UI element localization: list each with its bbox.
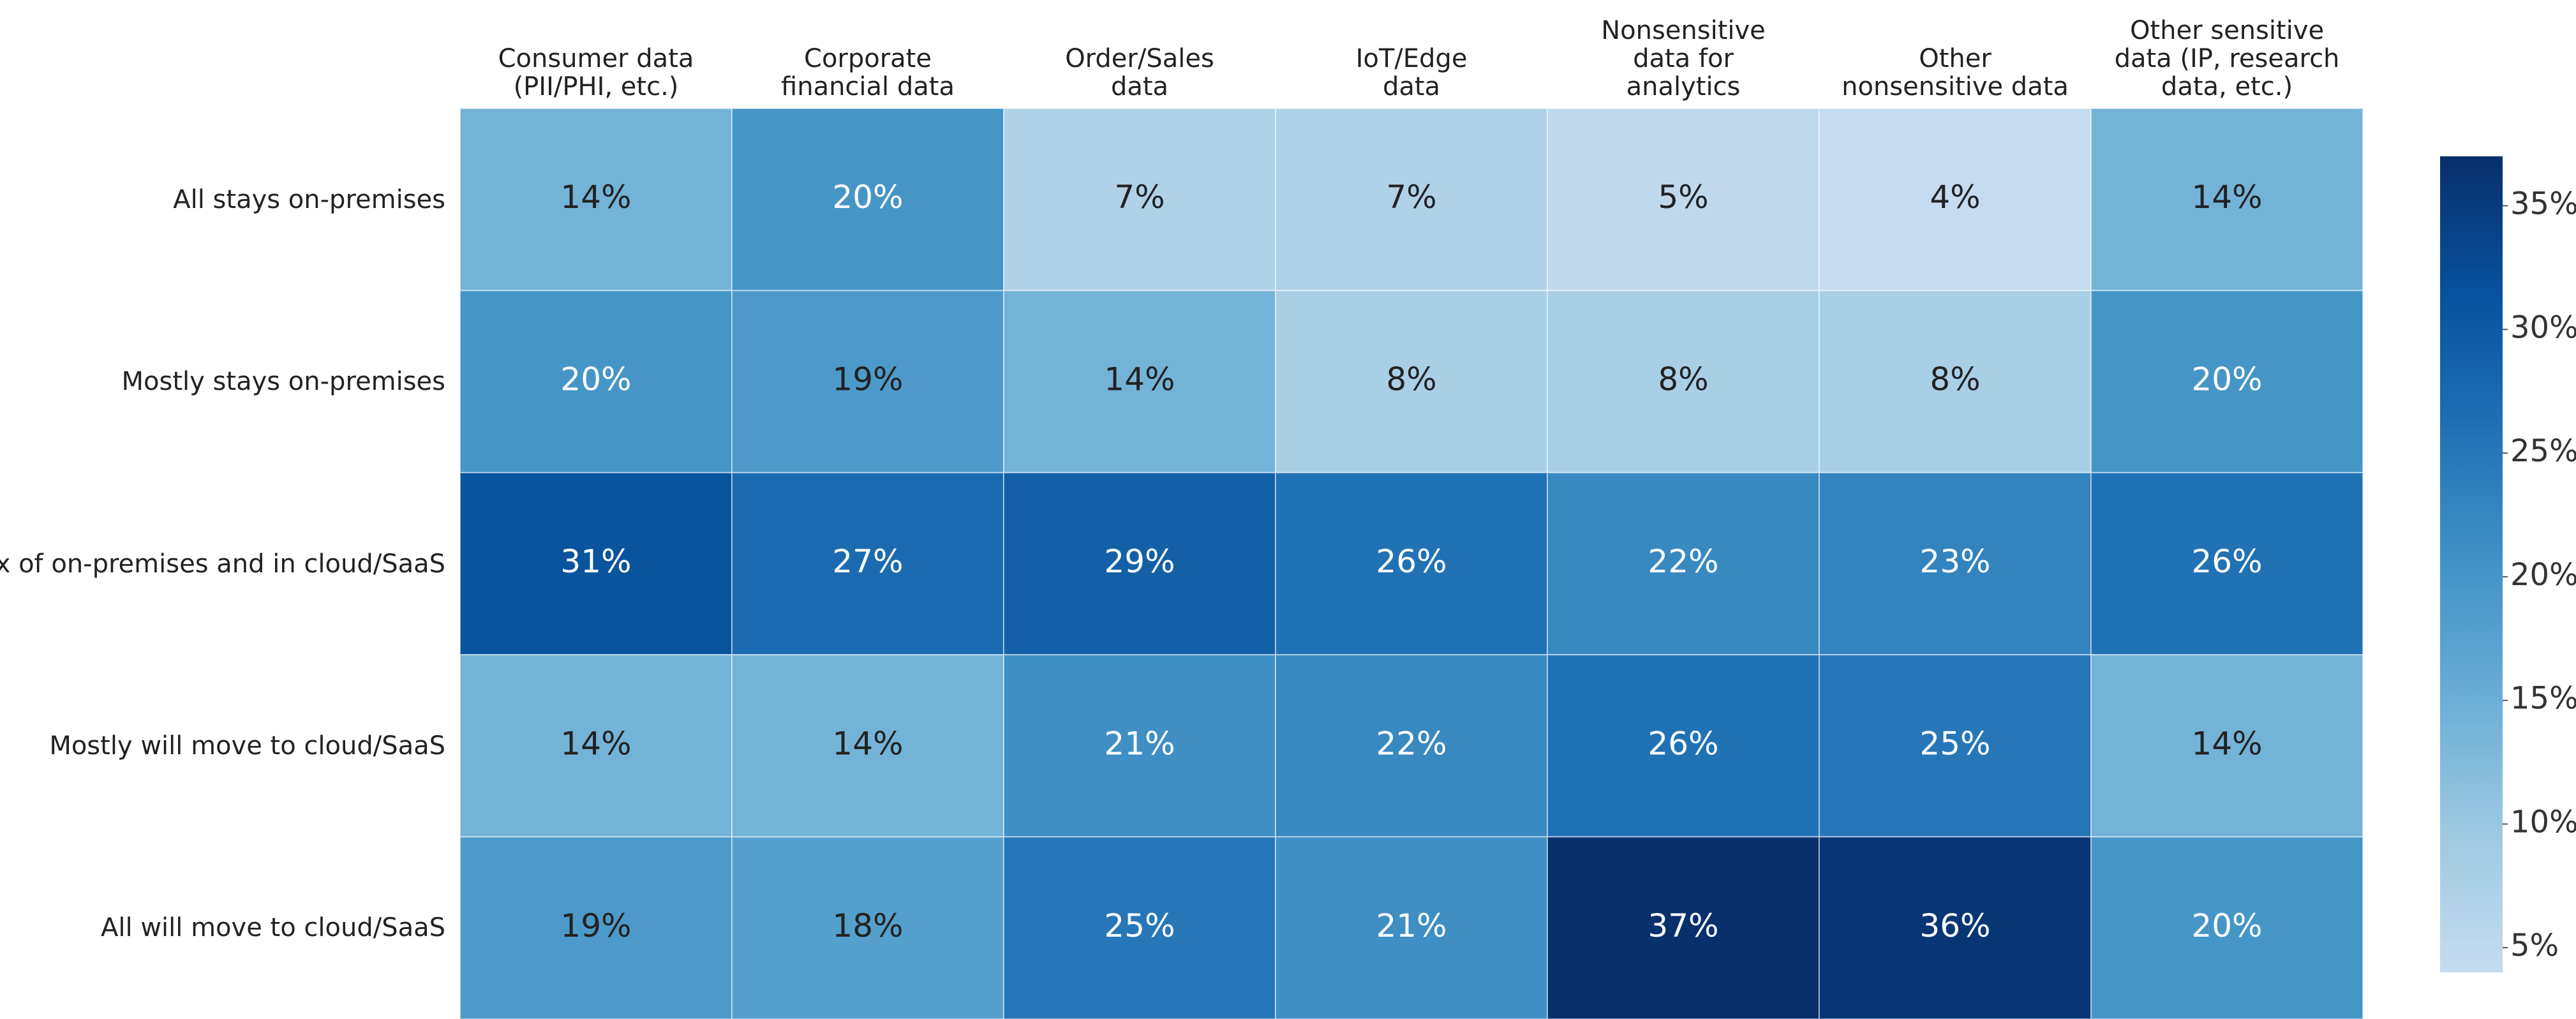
heatmap-cell: [2090, 836, 2364, 1019]
heatmap-cell: [1547, 108, 1820, 292]
cell-value-label: 4%: [1930, 179, 1980, 216]
cell-value-label: 14%: [1104, 361, 1175, 398]
colorbar-tick-label: 5%: [2510, 928, 2559, 963]
heatmap-cell: [459, 654, 733, 838]
heatmap-cell: [1275, 472, 1548, 656]
cell-value-label: 29%: [1104, 543, 1175, 580]
heatmap-cell: [731, 654, 1004, 838]
heatmap-cell: [1547, 290, 1820, 473]
heatmap-cell: [459, 290, 733, 473]
colorbar-tick-label: 35%: [2510, 186, 2576, 222]
cell-value-label: 14%: [560, 179, 631, 216]
row-label: Mix of on-premises and in cloud/SaaS: [0, 549, 445, 579]
cell-value-label: 7%: [1114, 179, 1165, 216]
heatmap-cell: [2090, 108, 2364, 292]
cell-value-label: 26%: [1648, 725, 1718, 762]
heatmap-cell: [1547, 654, 1820, 838]
heatmap-cell: [1275, 654, 1548, 838]
heatmap-cell: [459, 108, 733, 292]
colorbar-tick-label: 20%: [2510, 557, 2576, 593]
column-label: Corporate financial data: [781, 44, 955, 101]
cell-value-label: 8%: [1386, 361, 1436, 398]
cell-value-label: 36%: [1919, 907, 1990, 944]
cell-value-label: 22%: [1376, 725, 1447, 762]
cell-value-label: 37%: [1648, 907, 1718, 944]
heatmap-cell: [2090, 290, 2364, 473]
cell-value-label: 25%: [1919, 725, 1990, 762]
row-label: Mostly stays on-premises: [121, 367, 445, 397]
cell-value-label: 21%: [1104, 725, 1175, 762]
row-label: Mostly will move to cloud/SaaS: [49, 731, 445, 761]
colorbar: [2440, 156, 2503, 972]
cell-value-label: 26%: [2191, 543, 2262, 580]
cell-value-label: 19%: [832, 361, 903, 398]
column-label: Other sensitive data (IP, research data,…: [2114, 16, 2340, 101]
heatmap-cell: [1547, 472, 1820, 656]
heatmap-cell: [731, 108, 1004, 292]
cell-value-label: 8%: [1658, 361, 1708, 398]
colorbar-tick-label: 10%: [2510, 804, 2576, 840]
colorbar-tick-label: 15%: [2510, 681, 2576, 717]
column-label: Consumer data (PII/PHI, etc.): [498, 44, 694, 101]
cell-value-label: 14%: [2191, 179, 2262, 216]
heatmap-cell: [459, 836, 733, 1019]
cell-value-label: 14%: [832, 725, 903, 762]
heatmap-cell: [459, 472, 733, 656]
cell-value-label: 14%: [560, 725, 631, 762]
cell-value-label: 19%: [560, 907, 631, 944]
cell-value-label: 8%: [1930, 361, 1980, 398]
cell-value-label: 14%: [2191, 725, 2262, 762]
heatmap-cell: [2090, 654, 2364, 838]
cell-value-label: 25%: [1104, 907, 1175, 944]
heatmap-cell: [2090, 472, 2364, 656]
cell-value-label: 20%: [2191, 361, 2262, 398]
cell-value-label: 23%: [1919, 543, 1990, 580]
cell-value-label: 20%: [2191, 907, 2262, 944]
cell-value-label: 5%: [1658, 179, 1708, 216]
heatmap-cell: [1003, 472, 1276, 656]
cell-value-label: 31%: [560, 543, 631, 580]
cell-value-label: 20%: [560, 361, 631, 398]
column-label: Nonsensitive data for analytics: [1601, 16, 1766, 101]
column-label: Other nonsensitive data: [1842, 44, 2069, 101]
cell-value-label: 20%: [832, 179, 903, 216]
heatmap-cell: [1003, 290, 1276, 473]
heatmap-cell: [1819, 290, 2092, 473]
heatmap-cell: [1819, 472, 2092, 656]
cell-value-label: 21%: [1376, 907, 1447, 944]
column-label: IoT/Edge data: [1355, 44, 1468, 101]
row-label: All will move to cloud/SaaS: [101, 913, 445, 943]
heatmap-cell: [1275, 108, 1548, 292]
colorbar-tick-label: 25%: [2510, 433, 2576, 469]
cell-value-label: 27%: [832, 543, 903, 580]
heatmap-cell: [1819, 108, 2092, 292]
heatmap-cell: [731, 472, 1004, 656]
cell-value-label: 18%: [832, 907, 903, 944]
colorbar-tick-label: 30%: [2510, 309, 2576, 345]
heatmap-cell: [1819, 654, 2092, 838]
cell-value-label: 7%: [1386, 179, 1436, 216]
heatmap-cell: [1003, 836, 1276, 1019]
row-label: All stays on-premises: [173, 184, 445, 214]
heatmap-cell: [1819, 836, 2092, 1019]
column-label: Order/Sales data: [1065, 44, 1214, 101]
cell-value-label: 22%: [1648, 543, 1718, 580]
cell-value-label: 26%: [1376, 543, 1447, 580]
heatmap-cell: [1003, 108, 1276, 292]
